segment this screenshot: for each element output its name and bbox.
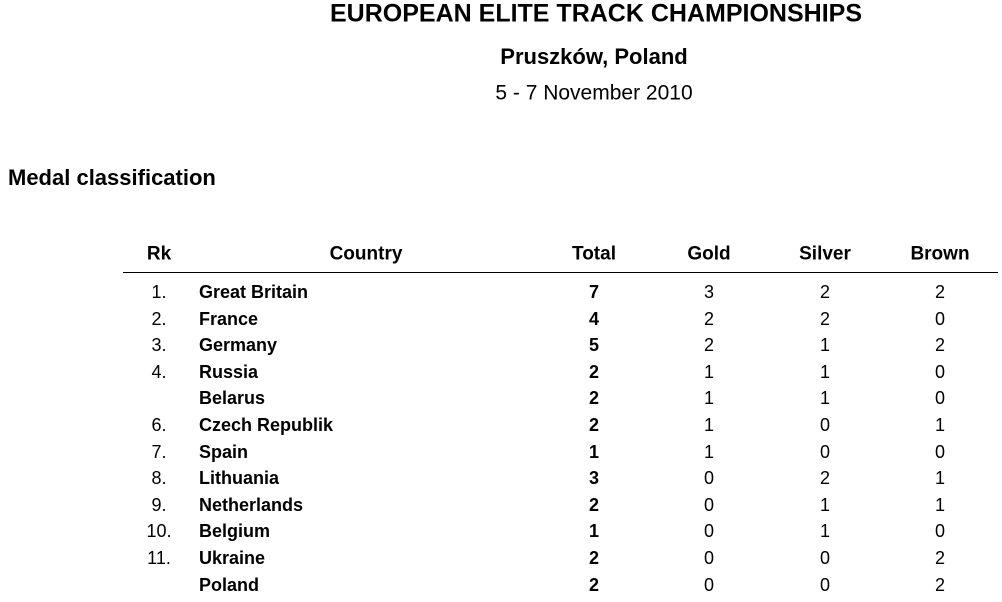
gold-cell: 0 <box>703 521 715 542</box>
rank-cell: 7. <box>151 441 167 462</box>
rank-cell: 6. <box>151 415 167 435</box>
country-cell: Belgium <box>199 521 271 542</box>
column-header: Silver <box>799 243 851 265</box>
total-cell: 2 <box>588 548 600 568</box>
total-cell: 2 <box>588 415 600 435</box>
date: 5 - 7 November 2010 <box>495 81 693 105</box>
brown-cell: 2 <box>934 574 946 595</box>
brown-cell: 0 <box>934 361 946 382</box>
brown-cell: 2 <box>934 282 946 302</box>
rank-cell: 8. <box>151 468 167 489</box>
section-title: Medal classification <box>8 165 216 190</box>
gold-cell: 1 <box>703 388 715 409</box>
brown-cell: 0 <box>934 308 946 329</box>
country-cell: Spain <box>199 441 249 462</box>
total-cell: 7 <box>588 282 600 302</box>
header-rule <box>123 272 998 273</box>
silver-cell: 1 <box>819 335 831 356</box>
column-header: Rk <box>146 243 172 265</box>
brown-cell: 1 <box>934 415 946 435</box>
country-cell: Czech Republik <box>199 415 334 435</box>
brown-cell: 2 <box>934 548 946 568</box>
silver-cell: 1 <box>819 388 831 409</box>
total-cell: 1 <box>588 441 600 462</box>
rank-cell: 4. <box>151 361 167 382</box>
gold-cell: 1 <box>703 361 715 382</box>
column-header: Total <box>572 243 616 265</box>
rank-cell: 10. <box>146 521 172 542</box>
silver-cell: 2 <box>819 308 831 329</box>
gold-cell: 0 <box>703 574 715 595</box>
gold-cell: 0 <box>703 548 715 568</box>
silver-cell: 1 <box>819 494 831 515</box>
brown-cell: 1 <box>934 468 946 489</box>
gold-cell: 0 <box>703 494 715 515</box>
column-header: Country <box>329 243 403 265</box>
total-cell: 2 <box>588 494 600 515</box>
gold-cell: 3 <box>703 282 715 302</box>
total-cell: 5 <box>588 335 600 356</box>
country-cell: Belarus <box>199 388 266 409</box>
silver-cell: 1 <box>819 361 831 382</box>
country-cell: France <box>199 308 259 329</box>
country-cell: Russia <box>199 361 259 382</box>
silver-cell: 0 <box>819 574 831 595</box>
total-cell: 2 <box>588 574 600 595</box>
silver-cell: 2 <box>819 282 831 302</box>
silver-cell: 0 <box>819 415 831 435</box>
country-cell: Poland <box>199 574 260 595</box>
silver-cell: 0 <box>819 441 831 462</box>
brown-cell: 1 <box>934 494 946 515</box>
country-cell: Lithuania <box>199 468 279 489</box>
place: Pruszków, Poland <box>500 44 688 69</box>
total-cell: 1 <box>588 521 600 542</box>
rank-cell: 2. <box>151 308 167 329</box>
total-cell: 2 <box>588 361 600 382</box>
gold-cell: 1 <box>703 441 715 462</box>
gold-cell: 0 <box>703 468 715 489</box>
silver-cell: 0 <box>819 548 831 568</box>
country-cell: Ukraine <box>199 548 266 568</box>
title: EUROPEAN ELITE TRACK CHAMPIONSHIPS <box>330 0 862 28</box>
total-cell: 3 <box>588 468 600 489</box>
brown-cell: 0 <box>934 441 946 462</box>
column-header: Brown <box>910 243 970 265</box>
rank-cell: 11. <box>147 548 171 568</box>
gold-cell: 2 <box>703 335 715 356</box>
brown-cell: 0 <box>934 521 946 542</box>
rank-cell: 9. <box>151 494 167 515</box>
gold-cell: 1 <box>703 415 715 435</box>
rank-cell: 3. <box>151 335 167 356</box>
silver-cell: 2 <box>819 468 831 489</box>
total-cell: 4 <box>588 308 600 329</box>
country-cell: Great Britain <box>199 282 309 302</box>
silver-cell: 1 <box>819 521 831 542</box>
total-cell: 2 <box>588 388 600 409</box>
column-header: Gold <box>687 243 731 265</box>
gold-cell: 2 <box>703 308 715 329</box>
rank-cell: 1. <box>151 282 167 302</box>
country-cell: Netherlands <box>199 494 304 515</box>
country-cell: Germany <box>199 335 278 356</box>
brown-cell: 0 <box>934 388 946 409</box>
brown-cell: 2 <box>934 335 946 356</box>
